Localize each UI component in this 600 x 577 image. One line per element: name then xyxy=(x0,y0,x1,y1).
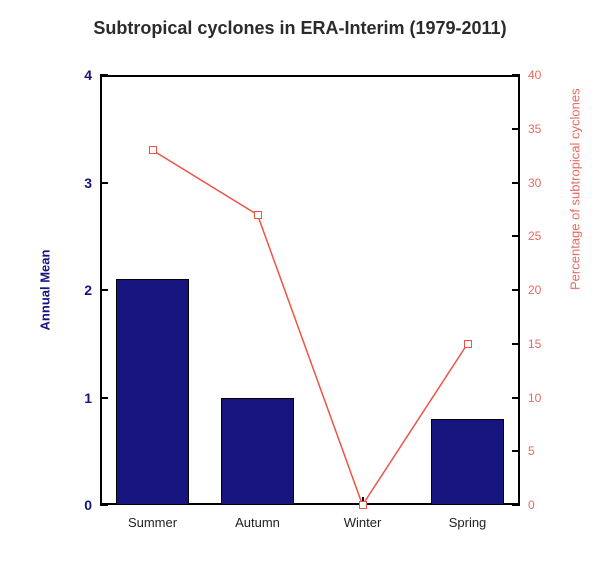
right-tick-label: 20 xyxy=(528,283,558,297)
left-tick xyxy=(100,504,108,506)
category-label: Winter xyxy=(344,515,382,530)
left-tick-label: 4 xyxy=(70,67,92,83)
bar xyxy=(116,279,190,505)
chart-title: Subtropical cyclones in ERA-Interim (197… xyxy=(0,18,600,39)
left-tick-label: 1 xyxy=(70,390,92,406)
right-tick xyxy=(512,397,520,399)
right-tick xyxy=(512,504,520,506)
right-tick xyxy=(512,289,520,291)
right-tick-label: 25 xyxy=(528,229,558,243)
left-tick-label: 0 xyxy=(70,497,92,513)
left-tick xyxy=(100,397,108,399)
line-marker xyxy=(254,211,262,219)
line-marker xyxy=(464,340,472,348)
line-marker xyxy=(359,501,367,509)
right-tick-label: 40 xyxy=(528,68,558,82)
line-marker xyxy=(149,146,157,154)
left-tick xyxy=(100,74,108,76)
right-tick xyxy=(512,343,520,345)
right-tick xyxy=(512,235,520,237)
right-tick-label: 35 xyxy=(528,122,558,136)
bar xyxy=(431,419,505,505)
left-axis-label: Annual Mean xyxy=(38,250,53,331)
left-tick-label: 2 xyxy=(70,282,92,298)
right-tick-label: 30 xyxy=(528,176,558,190)
left-tick xyxy=(100,289,108,291)
right-tick xyxy=(512,450,520,452)
right-tick xyxy=(512,128,520,130)
left-tick-label: 3 xyxy=(70,175,92,191)
right-tick xyxy=(512,182,520,184)
category-label: Autumn xyxy=(235,515,280,530)
category-label: Summer xyxy=(128,515,177,530)
left-tick xyxy=(100,182,108,184)
category-label: Spring xyxy=(449,515,487,530)
right-tick-label: 15 xyxy=(528,337,558,351)
right-tick-label: 10 xyxy=(528,391,558,405)
bar xyxy=(221,398,295,506)
right-tick-label: 5 xyxy=(528,444,558,458)
right-tick-label: 0 xyxy=(528,498,558,512)
right-tick xyxy=(512,74,520,76)
